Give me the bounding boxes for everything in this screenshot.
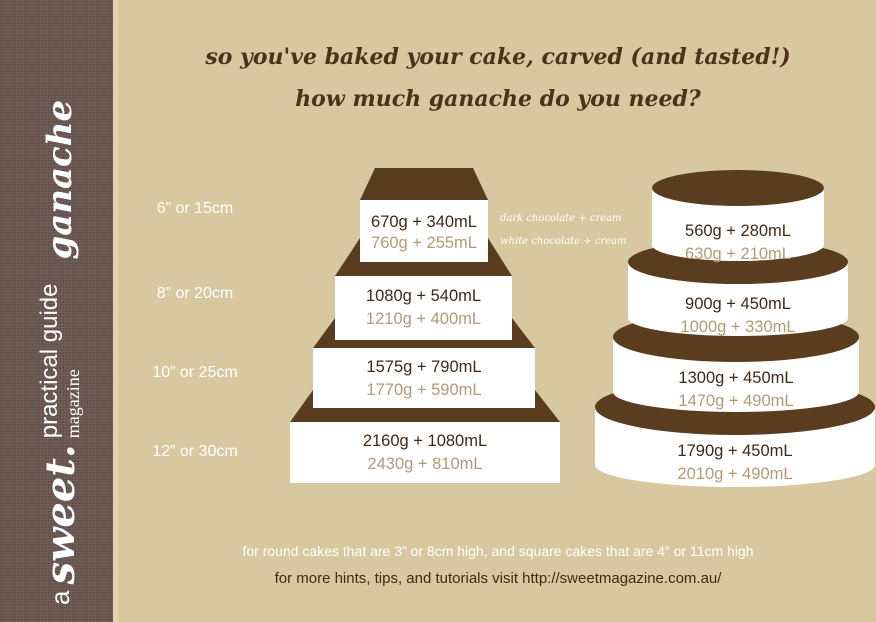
square-tier-1-top [360, 168, 488, 200]
size-label-6in: 6” or 15cm [156, 200, 234, 217]
square-2-white: 1210g + 400mL [365, 310, 482, 328]
square-3-dark: 1575g + 790mL [366, 358, 482, 376]
round-4-white: 2010g + 490mL [677, 465, 793, 483]
round-2-white: 1000g + 330mL [680, 318, 796, 336]
round-1-white: 630g + 210mL [685, 245, 791, 263]
square-3-white: 1770g + 590mL [366, 381, 482, 399]
square-2-dark: 1080g + 540mL [365, 287, 482, 305]
title-line-2: how much ganache do you need? [295, 86, 701, 112]
square-1-dark: 670g + 340mL [371, 213, 477, 231]
round-3-white: 1470g + 490mL [678, 392, 794, 410]
round-3-dark: 1300g + 450mL [678, 369, 794, 387]
legend-dark: dark chocolate + cream [500, 213, 622, 224]
footer-link[interactable]: for more hints, tips, and tutorials visi… [274, 570, 722, 587]
square-4-white: 2430g + 810mL [367, 455, 483, 473]
sidebar [0, 0, 113, 622]
legend-white: white chocolate + cream [500, 236, 627, 247]
footer-note: for round cakes that are 3” or 8cm high,… [242, 543, 754, 559]
square-tier-4 [290, 422, 560, 483]
square-tier-1 [360, 200, 488, 262]
sidebar-edge [113, 0, 118, 622]
round-1-dark: 560g + 280mL [685, 222, 791, 240]
title-line-1: so you've baked your cake, carved (and t… [205, 44, 791, 70]
size-label-12in: 12” or 30cm [152, 443, 238, 460]
size-label-8in: 8” or 20cm [156, 285, 234, 302]
round-2-dark: 900g + 450mL [685, 295, 791, 313]
size-label-10in: 10” or 25cm [152, 364, 238, 381]
square-tier-3 [313, 348, 535, 408]
square-tier-2 [335, 276, 512, 340]
square-1-white: 760g + 255mL [371, 234, 477, 252]
round-tier-1 [652, 170, 824, 261]
round-4-dark: 1790g + 450mL [677, 442, 793, 460]
square-4-dark: 2160g + 1080mL [362, 432, 488, 450]
